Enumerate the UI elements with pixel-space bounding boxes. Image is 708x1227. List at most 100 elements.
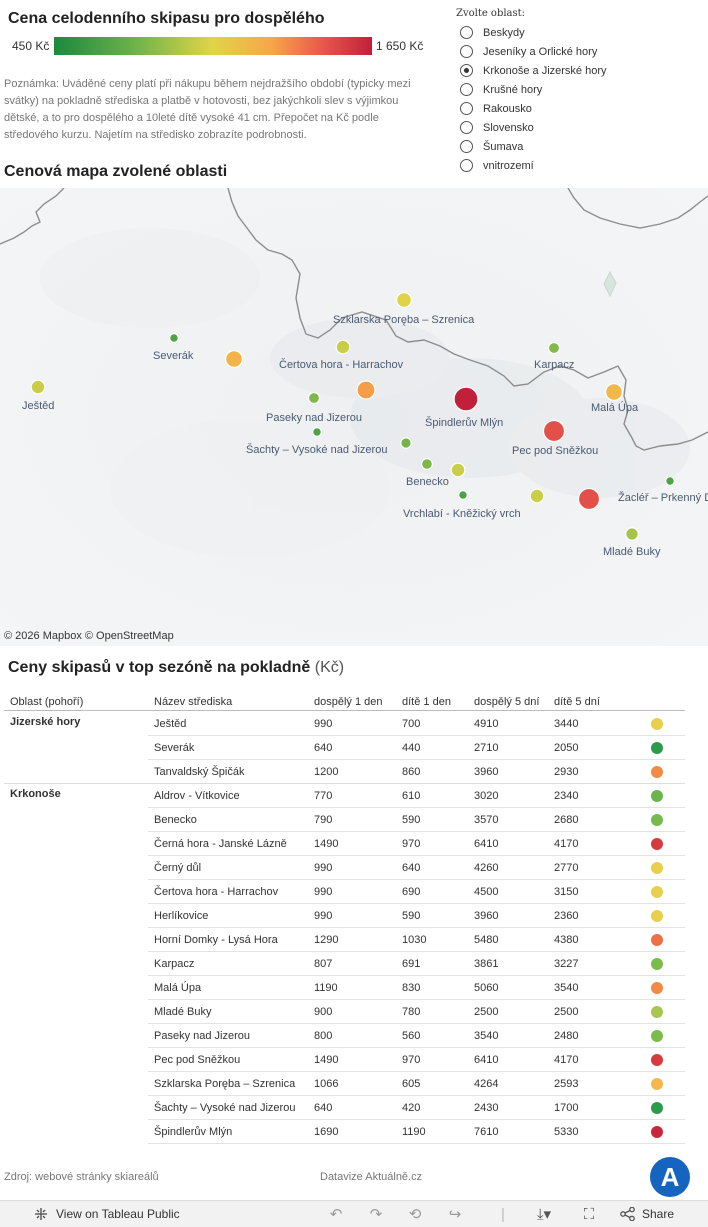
cell-c5: 2360 [554, 910, 579, 922]
col-header-adult-5day[interactable]: dospělý 5 dní [474, 696, 540, 708]
resort-marker[interactable] [307, 391, 321, 405]
cell-a5: 3960 [474, 910, 499, 922]
resort-marker[interactable] [421, 458, 434, 471]
redo-icon[interactable]: ↷ [369, 1206, 383, 1223]
revert-icon[interactable]: ⟲ [408, 1206, 422, 1223]
cell-a1: 1066 [314, 1078, 339, 1090]
resort-marker[interactable] [458, 490, 468, 500]
table-row[interactable]: Tanvaldský Špičák 1200 860 3960 2930 [148, 760, 685, 784]
table-row[interactable]: Špindlerův Mlýn 1690 1190 7610 5330 [148, 1120, 685, 1144]
cell-c5: 3150 [554, 886, 579, 898]
table-row[interactable]: Mladé Buky 900 780 2500 2500 [148, 1000, 685, 1024]
radio-icon[interactable] [460, 121, 473, 134]
region-group-label: Jizerské hory [10, 716, 81, 728]
table-row[interactable]: Karpacz 807 691 3861 3227 [148, 952, 685, 976]
col-header-region[interactable]: Oblast (pohoří) [10, 696, 84, 708]
cell-c1: 610 [402, 790, 421, 802]
share-button[interactable]: Share [620, 1207, 674, 1221]
region-option[interactable]: vnitrozemí [454, 156, 704, 175]
cell-c5: 4380 [554, 934, 579, 946]
region-option[interactable]: Rakousko [454, 99, 704, 118]
resort-marker[interactable] [453, 386, 479, 412]
resort-marker[interactable] [547, 341, 561, 355]
map-view[interactable]: Szklarska Poręba – Szrenica Severák Čertov… [0, 188, 708, 646]
cell-c5: 2930 [554, 766, 579, 778]
resort-marker[interactable] [169, 333, 179, 343]
radio-icon[interactable] [460, 64, 473, 77]
map-place-label: Severák [153, 350, 194, 362]
view-on-tableau-link[interactable]: View on Tableau Public [34, 1207, 180, 1221]
radio-icon[interactable] [460, 45, 473, 58]
resort-marker[interactable] [605, 383, 623, 401]
region-option[interactable]: Jeseníky a Orlické hory [454, 42, 704, 61]
table-row[interactable]: Pec pod Sněžkou 1490 970 6410 4170 [148, 1048, 685, 1072]
resort-marker[interactable] [625, 527, 639, 541]
price-color-dot [651, 790, 663, 802]
col-header-child-5day[interactable]: dítě 5 dní [554, 696, 600, 708]
aktualne-logo[interactable]: A [650, 1157, 690, 1197]
radio-icon[interactable] [460, 83, 473, 96]
table-row[interactable]: Ještěd 990 700 4910 3440 [148, 712, 685, 736]
table-row[interactable]: Černá hora - Janské Lázně 1490 970 6410 4170 [148, 832, 685, 856]
resort-marker[interactable] [450, 462, 466, 478]
resort-marker[interactable] [529, 488, 545, 504]
table-row[interactable]: Černý důl 990 640 4260 2770 [148, 856, 685, 880]
radio-icon[interactable] [460, 159, 473, 172]
region-option[interactable]: Beskydy [454, 23, 704, 42]
resort-marker[interactable] [542, 419, 566, 443]
resort-marker[interactable] [396, 291, 413, 308]
cell-name: Paseky nad Jizerou [154, 1030, 250, 1042]
map-attribution[interactable]: © 2026 Mapbox © OpenStreetMap [4, 630, 174, 642]
radio-icon[interactable] [460, 26, 473, 39]
cell-a5: 2710 [474, 742, 499, 754]
table-row[interactable]: Horní Domky - Lysá Hora 1290 1030 5480 4380 [148, 928, 685, 952]
table-row[interactable]: Severák 640 440 2710 2050 [148, 736, 685, 760]
region-option[interactable]: Šumava [454, 137, 704, 156]
resort-marker[interactable] [665, 476, 675, 486]
resort-marker[interactable] [356, 380, 376, 400]
table-row[interactable]: Szklarska Poręba – Szrenica 1066 605 4264 25… [148, 1072, 685, 1096]
price-color-dot [651, 982, 663, 994]
table-row[interactable]: Malá Úpa 1190 830 5060 3540 [148, 976, 685, 1000]
table-row[interactable]: Aldrov - Vítkovice 770 610 3020 2340 [148, 784, 685, 808]
table-row[interactable]: Šachty – Vysoké nad Jizerou 640 420 2430 170… [148, 1096, 685, 1120]
cell-a1: 990 [314, 718, 333, 730]
region-group-label: Krkonoše [10, 788, 61, 800]
table-row[interactable]: Čertova hora - Harrachov 990 690 4500 3150 [148, 880, 685, 904]
map-place-label: Mladé Buky [603, 546, 661, 558]
refresh-icon[interactable]: ↪ [448, 1206, 462, 1223]
map-place-label: Paseky nad Jizerou [266, 412, 362, 424]
terrain-shading [40, 228, 690, 558]
cell-a5: 3570 [474, 814, 499, 826]
cell-name: Severák [154, 742, 195, 754]
resort-marker[interactable] [400, 437, 412, 449]
map-place-label: Benecko [406, 476, 449, 488]
region-filter: Zvolte oblast: Beskydy Jeseníky a Orlické… [454, 8, 704, 175]
header-divider [4, 710, 685, 711]
table-row[interactable]: Paseky nad Jizerou 800 560 3540 2480 [148, 1024, 685, 1048]
col-header-child-1day[interactable]: dítě 1 den [402, 696, 451, 708]
resort-marker[interactable] [30, 379, 46, 395]
radio-icon[interactable] [460, 102, 473, 115]
col-header-adult-1day[interactable]: dospělý 1 den [314, 696, 383, 708]
region-option[interactable]: Krkonoše a Jizerské hory [454, 61, 704, 80]
fullscreen-icon[interactable]: ⛶ [583, 1206, 595, 1223]
table-row[interactable]: Benecko 790 590 3570 2680 [148, 808, 685, 832]
resort-marker[interactable] [335, 339, 351, 355]
region-option[interactable]: Slovensko [454, 118, 704, 137]
country-border [0, 188, 708, 451]
resort-marker[interactable] [312, 427, 322, 437]
undo-icon[interactable]: ↶ [329, 1206, 343, 1223]
resort-marker[interactable] [577, 487, 601, 511]
table-row[interactable]: Herlíkovice 990 590 3960 2360 [148, 904, 685, 928]
download-icon[interactable]: ⤓▾ [536, 1206, 552, 1223]
region-option-label: Krkonoše a Jizerské hory [483, 64, 607, 77]
cell-c1: 440 [402, 742, 421, 754]
col-header-resort[interactable]: Název střediska [154, 696, 233, 708]
resort-marker[interactable] [225, 350, 244, 369]
region-option[interactable]: Krušné hory [454, 80, 704, 99]
cell-a1: 990 [314, 910, 333, 922]
radio-icon[interactable] [460, 140, 473, 153]
cell-a1: 790 [314, 814, 333, 826]
cell-a1: 800 [314, 1030, 333, 1042]
